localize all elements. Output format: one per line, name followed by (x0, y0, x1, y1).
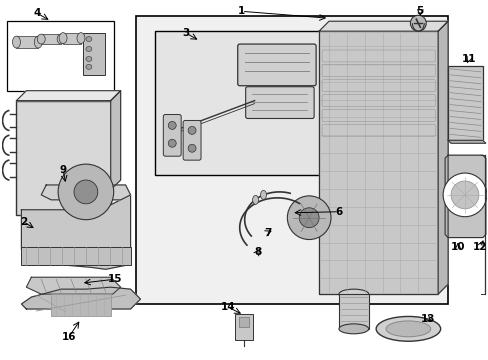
Circle shape (442, 173, 486, 217)
Bar (238, 317, 248, 327)
Ellipse shape (59, 33, 67, 44)
Text: 6: 6 (335, 207, 342, 217)
Circle shape (58, 164, 114, 220)
Ellipse shape (338, 289, 368, 299)
Bar (21, 247, 130, 265)
Circle shape (74, 180, 98, 204)
Circle shape (450, 181, 478, 209)
Bar (63, 33, 81, 44)
Ellipse shape (86, 64, 92, 69)
Ellipse shape (252, 195, 258, 204)
Polygon shape (21, 287, 140, 309)
Ellipse shape (86, 57, 92, 62)
Text: 16: 16 (61, 332, 76, 342)
Text: 8: 8 (253, 247, 261, 257)
Polygon shape (437, 21, 447, 294)
Text: 14: 14 (220, 302, 235, 312)
Text: 1: 1 (238, 6, 245, 16)
Ellipse shape (57, 34, 65, 44)
Polygon shape (319, 21, 447, 31)
FancyBboxPatch shape (163, 114, 181, 156)
Bar (338, 294, 368, 329)
Text: 9: 9 (60, 165, 66, 175)
Text: 15: 15 (107, 274, 122, 284)
Circle shape (168, 139, 176, 147)
Bar (155, 31, 324, 175)
Polygon shape (444, 155, 485, 238)
Text: 11: 11 (461, 54, 475, 64)
Circle shape (409, 15, 426, 31)
Ellipse shape (86, 37, 92, 41)
Ellipse shape (77, 33, 85, 44)
Text: 4: 4 (34, 8, 41, 18)
Text: 5: 5 (416, 6, 423, 16)
Ellipse shape (260, 190, 266, 199)
Text: 13: 13 (420, 314, 435, 324)
Polygon shape (21, 195, 130, 269)
FancyBboxPatch shape (183, 121, 201, 160)
Bar (447, 66, 482, 140)
Circle shape (188, 126, 196, 134)
Text: 12: 12 (471, 243, 486, 252)
Ellipse shape (37, 34, 45, 44)
Bar (234, 314, 252, 340)
Text: 2: 2 (20, 217, 27, 227)
Ellipse shape (375, 316, 440, 341)
Polygon shape (319, 31, 437, 294)
FancyBboxPatch shape (237, 44, 315, 86)
Bar (6, 21, 114, 91)
Ellipse shape (34, 36, 42, 48)
Polygon shape (26, 277, 121, 294)
Circle shape (168, 121, 176, 129)
Bar (17, 100, 110, 215)
Bar (83, 33, 104, 75)
Polygon shape (17, 91, 121, 100)
Circle shape (287, 196, 330, 239)
Ellipse shape (13, 36, 20, 48)
Ellipse shape (386, 321, 430, 337)
Bar (17, 36, 38, 48)
Polygon shape (447, 140, 485, 143)
Text: 10: 10 (450, 243, 464, 252)
FancyBboxPatch shape (245, 87, 313, 118)
Ellipse shape (86, 46, 92, 51)
Text: 3: 3 (182, 28, 189, 38)
Circle shape (299, 208, 319, 228)
Polygon shape (110, 91, 121, 190)
Text: 7: 7 (263, 228, 271, 238)
Bar (41, 34, 61, 44)
Bar (51, 294, 110, 316)
Bar (135, 16, 447, 304)
Polygon shape (41, 185, 130, 200)
Circle shape (188, 144, 196, 152)
Ellipse shape (338, 324, 368, 334)
